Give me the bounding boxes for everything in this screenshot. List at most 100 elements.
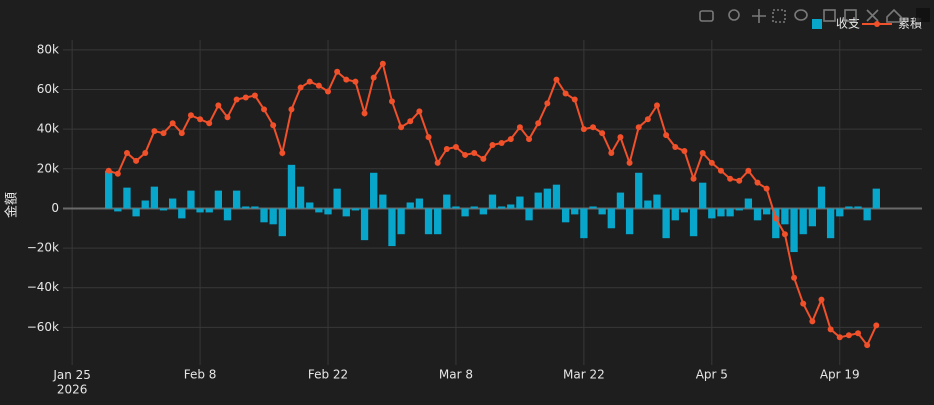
line-marker xyxy=(845,332,852,339)
bar xyxy=(187,190,195,209)
line-marker xyxy=(809,318,816,325)
line-marker xyxy=(653,102,660,109)
y-tick-label: −60k xyxy=(27,320,59,334)
bar xyxy=(488,194,497,209)
x-tick-label: Apr 5 xyxy=(696,368,728,382)
line-marker xyxy=(699,149,706,156)
line-marker xyxy=(471,149,478,156)
line-marker xyxy=(206,120,213,127)
bar xyxy=(845,206,853,209)
modebar[interactable] xyxy=(699,8,930,23)
bar xyxy=(525,208,533,221)
bar xyxy=(580,208,588,239)
bar xyxy=(351,208,360,211)
bar xyxy=(863,208,871,221)
line-marker xyxy=(708,159,715,166)
bar xyxy=(836,208,844,217)
line-marker xyxy=(325,88,332,95)
bar xyxy=(214,190,223,209)
x-tick-label: Feb 22 xyxy=(308,368,348,382)
line-marker xyxy=(361,110,368,117)
y-tick-label: 20k xyxy=(37,161,59,175)
bar xyxy=(671,208,679,221)
line-marker xyxy=(855,330,862,337)
bar xyxy=(699,182,707,209)
bar xyxy=(278,208,286,237)
bar xyxy=(333,188,341,209)
x-tick-label: Jan 25 2026 xyxy=(52,368,91,396)
line-marker xyxy=(133,157,140,164)
line-marker xyxy=(407,118,414,125)
bar xyxy=(598,208,606,215)
autoscale-icon[interactable] xyxy=(866,9,879,22)
line-marker xyxy=(416,108,423,115)
line-marker xyxy=(736,177,743,184)
line-marker xyxy=(279,149,286,156)
line-marker xyxy=(379,60,386,67)
line-marker xyxy=(315,82,322,89)
line-marker xyxy=(434,159,441,166)
bar xyxy=(726,208,734,217)
line-marker xyxy=(388,98,395,105)
bar xyxy=(242,206,250,209)
zoom-out-icon[interactable] xyxy=(844,9,857,22)
bar xyxy=(269,208,277,225)
bar xyxy=(232,190,241,209)
line-marker xyxy=(489,142,496,149)
line-marker xyxy=(791,274,798,281)
bar xyxy=(424,208,433,235)
bar xyxy=(662,208,670,239)
plotly-logo[interactable] xyxy=(916,8,930,22)
line-marker xyxy=(763,185,770,192)
bar xyxy=(781,208,789,225)
bar xyxy=(132,208,140,217)
bar xyxy=(342,208,350,217)
bar xyxy=(379,194,387,209)
y-tick-label: 40k xyxy=(37,122,59,136)
bar xyxy=(169,198,177,209)
bar xyxy=(653,194,661,209)
y-tick-label: 80k xyxy=(37,42,59,56)
bar xyxy=(260,208,268,223)
line-marker xyxy=(261,106,268,113)
lasso-icon[interactable] xyxy=(794,9,808,21)
bar xyxy=(735,208,743,211)
select-icon[interactable] xyxy=(772,9,786,23)
line-marker xyxy=(516,124,523,131)
bar xyxy=(205,208,213,213)
zoom-in-icon[interactable] xyxy=(823,9,836,22)
bar xyxy=(123,187,131,209)
line-marker xyxy=(452,144,459,151)
bar xyxy=(644,200,652,209)
line-marker xyxy=(151,128,158,135)
bar xyxy=(589,206,597,209)
camera-icon[interactable] xyxy=(699,10,714,22)
bar xyxy=(251,206,259,209)
legend-item: 收支 xyxy=(812,17,860,31)
line-marker xyxy=(617,134,624,141)
line-marker xyxy=(425,134,432,141)
line-marker xyxy=(681,147,688,154)
line-marker xyxy=(745,167,752,174)
line-marker xyxy=(690,175,697,182)
bar xyxy=(635,172,643,209)
bar xyxy=(178,208,186,219)
zoom-icon[interactable] xyxy=(728,9,740,21)
line-marker xyxy=(160,130,167,137)
bar xyxy=(324,208,332,215)
pan-icon[interactable] xyxy=(752,9,766,23)
line-marker xyxy=(398,124,405,131)
bar xyxy=(854,206,862,209)
line-marker xyxy=(242,94,249,101)
line-marker xyxy=(187,112,194,119)
line-marker xyxy=(224,114,231,121)
reset-icon[interactable] xyxy=(886,8,902,23)
y-tick-label: −40k xyxy=(27,280,59,294)
bar xyxy=(872,188,880,209)
line-marker xyxy=(169,120,176,127)
bar xyxy=(753,208,762,221)
line-marker xyxy=(370,74,377,81)
legend-swatch xyxy=(812,19,822,29)
